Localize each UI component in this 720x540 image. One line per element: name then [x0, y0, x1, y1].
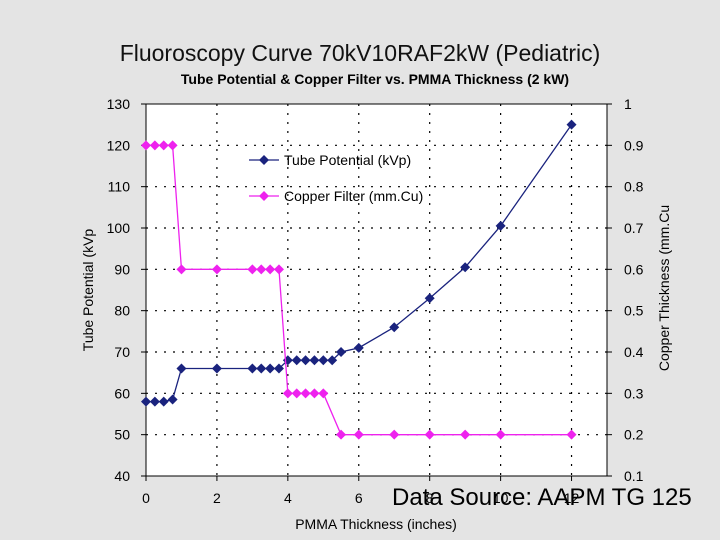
x-tick-label: 6: [355, 490, 363, 506]
y-tick-label: 80: [114, 303, 130, 319]
data-point-1: [141, 140, 151, 151]
x-axis-ticks: 0 2 4 6 8 10 12: [142, 476, 580, 506]
data-point-1: [309, 388, 320, 399]
grid: [146, 104, 607, 476]
x-tick-label: 2: [213, 490, 221, 506]
y2-tick-label: 0.3: [624, 385, 644, 401]
data-point-0: [353, 342, 364, 353]
y2-axis-ticks: 0.1 0.2 0.3 0.4 0.5 0.6 0.7 0.8 0.9 1: [607, 96, 644, 484]
data-point-1: [282, 388, 293, 399]
data-point-1: [300, 388, 311, 399]
data-point-1: [353, 429, 364, 440]
data-point-1: [460, 429, 471, 440]
y-tick-label: 110: [108, 179, 131, 195]
y-tick-label: 100: [107, 220, 131, 236]
data-point-0: [327, 355, 338, 366]
legend-marker: [259, 155, 269, 165]
data-point-1: [176, 264, 187, 275]
data-point-1: [336, 429, 347, 440]
y2-tick-label: 0.4: [624, 344, 644, 360]
data-point-0: [389, 322, 400, 333]
y2-axis-label: Copper Thickness (mm.Cu: [656, 205, 672, 371]
data-point-0: [460, 262, 471, 273]
data-point-1: [149, 140, 160, 151]
y-axis-ticks: 40 50 60 70 80 90 100 110 120 130: [107, 96, 146, 484]
data-source-note: Data Source: AAPM TG 125: [392, 484, 692, 511]
data-point-0: [424, 293, 435, 304]
data-point-1: [291, 388, 302, 399]
data-point-0: [291, 355, 302, 366]
x-tick-label: 12: [564, 490, 580, 506]
x-tick-label: 4: [284, 490, 292, 506]
data-point-0: [167, 394, 178, 405]
data-point-1: [211, 264, 222, 275]
data-point-0: [495, 220, 506, 231]
data-point-0: [309, 355, 320, 366]
data-point-1: [247, 264, 258, 275]
x-tick-label: 0: [142, 490, 150, 506]
data-point-1: [389, 429, 400, 440]
data-point-0: [176, 363, 187, 374]
data-point-0: [318, 355, 329, 366]
plot-background: [146, 104, 607, 476]
data-point-0: [158, 396, 169, 407]
data-point-0: [247, 363, 258, 374]
data-point-0: [211, 363, 222, 374]
data-point-1: [158, 140, 169, 151]
legend-label: Tube Potential (kVp): [284, 152, 411, 168]
y-tick-label: 130: [107, 96, 131, 112]
x-tick-label: 10: [493, 490, 509, 506]
data-point-0: [256, 363, 267, 374]
data-point-0: [149, 396, 160, 407]
data-point-1: [256, 264, 267, 275]
data-point-1: [265, 264, 276, 275]
data-point-1: [495, 429, 506, 440]
x-axis-label: PMMA Thickness (inches): [295, 516, 457, 532]
series-group: [141, 119, 577, 440]
y2-tick-label: 0.6: [624, 261, 644, 277]
y-tick-label: 70: [114, 344, 130, 360]
plot-area: [145, 103, 608, 477]
data-point-0: [265, 363, 276, 374]
legend-marker: [259, 191, 269, 201]
y-axis-label: Tube Potential (kVp: [80, 229, 96, 352]
y2-tick-label: 0.2: [624, 427, 644, 443]
data-point-1: [273, 264, 284, 275]
data-point-0: [336, 347, 347, 357]
x-tick-label: 8: [426, 490, 434, 506]
legend: Tube Potential (kVp) Copper Filter (mm.Cu…: [249, 152, 423, 204]
y-tick-label: 120: [107, 137, 131, 153]
y-tick-label: 40: [114, 468, 130, 484]
slide-title: Fluoroscopy Curve 70kV10RAF2kW (Pediatri…: [119, 40, 601, 66]
data-point-0: [273, 363, 284, 374]
y2-tick-label: 0.5: [624, 303, 644, 319]
y2-tick-label: 0.7: [624, 220, 644, 236]
data-point-0: [141, 396, 151, 407]
data-point-1: [566, 429, 577, 440]
data-point-1: [167, 140, 178, 151]
y-tick-label: 60: [114, 385, 130, 401]
legend-label: Copper Filter (mm.Cu): [284, 188, 423, 204]
y2-tick-label: 1: [624, 96, 632, 112]
y2-tick-label: 0.8: [624, 179, 644, 195]
chart-title: Tube Potential & Copper Filter vs. PMMA …: [180, 71, 570, 87]
y-tick-label: 90: [114, 261, 130, 277]
y2-tick-label: 0.9: [624, 137, 644, 153]
data-point-0: [566, 119, 577, 130]
y2-tick-label: 0.1: [624, 468, 644, 484]
data-point-1: [318, 388, 329, 399]
y-tick-label: 50: [114, 427, 130, 443]
data-point-0: [300, 355, 311, 366]
data-point-1: [424, 429, 435, 440]
